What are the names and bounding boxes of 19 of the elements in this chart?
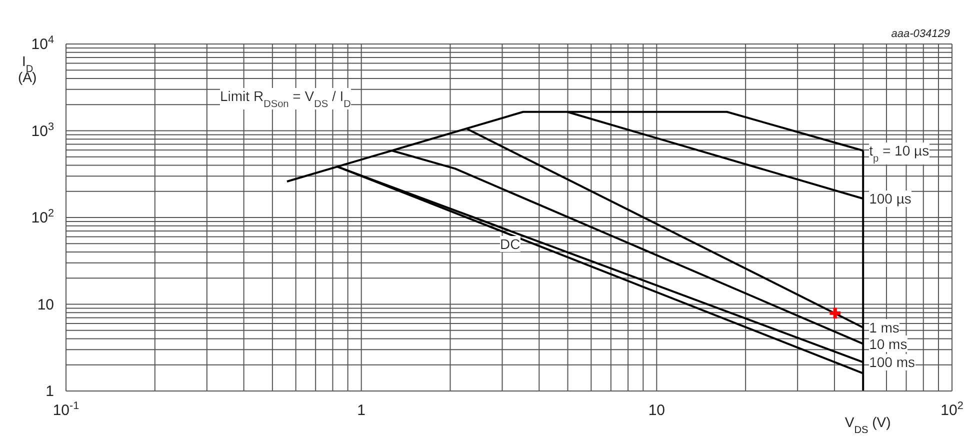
series-label: 100 ms: [869, 354, 916, 370]
series-label: 1 ms: [869, 319, 900, 336]
y-axis-title: I$_{D}$ (A): [18, 53, 37, 85]
y-tick-label: 10$^{4}$: [31, 34, 54, 53]
y-tick-label: 1: [46, 383, 54, 400]
x-tick-label: 10$^{-1}$: [52, 400, 80, 419]
x-tick-label: 1: [357, 402, 366, 419]
x-tick-label: 10$^{2}$: [940, 400, 964, 419]
series-label: 10 ms: [869, 336, 908, 352]
x-axis-title: V$_{DS}$ (V): [844, 414, 891, 436]
annotation: DC: [500, 236, 520, 252]
y-tick-label: 10: [37, 296, 54, 314]
y-tick-label: 10$^{3}$: [31, 120, 54, 140]
series-label: t$_{p}$ = 10 µs: [869, 142, 930, 164]
annotation: Limit R$_{DSon}$ = V$_{DS}$ / I$_{D}$: [220, 88, 351, 110]
y-tick-label: 10$^{2}$: [31, 208, 54, 226]
text: aaa-034129: [891, 28, 950, 40]
x-tick-label: 10: [648, 402, 666, 419]
series-label: 100 µs: [869, 190, 912, 207]
